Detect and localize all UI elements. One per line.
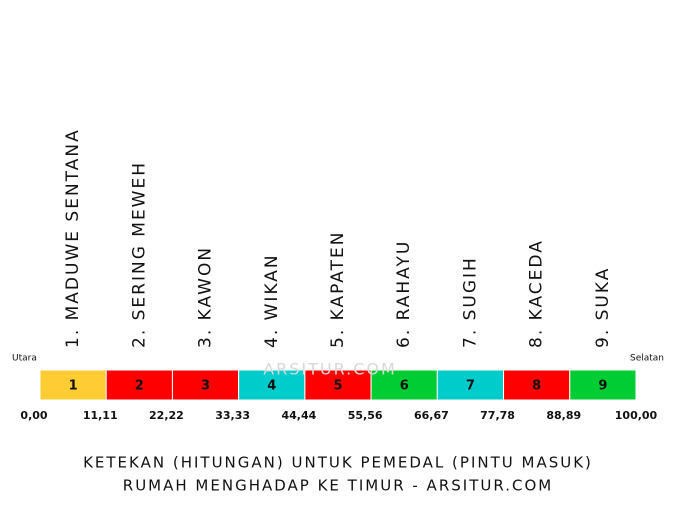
segment-name: 8. KACEDA	[527, 239, 547, 348]
watermark: ARSITUR.COM	[263, 360, 397, 379]
tick-label: 66,67	[414, 409, 449, 422]
segment	[569, 369, 637, 401]
segment	[436, 369, 505, 401]
segment-name: 3. KAWON	[196, 246, 216, 348]
segment-name: 2. SERING MEWEH	[129, 161, 149, 348]
tick-label: 44,44	[281, 409, 316, 422]
segment-number: 7	[466, 379, 475, 394]
segment	[370, 369, 438, 401]
tick-label: 77,78	[480, 409, 515, 422]
segment-number: 8	[532, 379, 541, 394]
tick-label: 22,22	[149, 409, 184, 422]
segment	[39, 369, 107, 401]
segment-number: 5	[333, 379, 342, 394]
segment-name: 7. SUGIH	[460, 256, 480, 348]
segment	[171, 369, 240, 401]
tick-label: 55,56	[348, 409, 383, 422]
segment	[304, 369, 372, 401]
segment-number: 2	[135, 379, 144, 394]
tick-label: 0,00	[20, 409, 47, 422]
segment	[503, 369, 571, 401]
south-label: Selatan	[630, 354, 664, 364]
segment-number: 1	[69, 379, 78, 394]
tick-label: 100,00	[615, 409, 658, 422]
segment-number: 3	[201, 379, 210, 394]
segment-number: 6	[400, 379, 409, 394]
north-label: Utara	[12, 354, 37, 364]
segment-name: 6. RAHAYU	[394, 240, 414, 348]
segment-number: 9	[598, 379, 607, 394]
caption-line: KETEKAN (HITUNGAN) UNTUK PEMEDAL (PINTU …	[83, 454, 593, 472]
segment	[105, 369, 173, 401]
caption-line: RUMAH MENGHADAP KE TIMUR - ARSITUR.COM	[123, 477, 553, 495]
segment-name: 9. SUKA	[593, 267, 613, 348]
segment-name: 5. KAPATEN	[328, 231, 348, 348]
segment-name: 4. WIKAN	[262, 253, 282, 348]
segment-number: 4	[267, 379, 276, 394]
tick-label: 33,33	[215, 409, 250, 422]
tick-label: 11,11	[83, 409, 118, 422]
segment-name: 1. MADUWE SENTANA	[63, 128, 83, 348]
tick-label: 88,89	[546, 409, 581, 422]
